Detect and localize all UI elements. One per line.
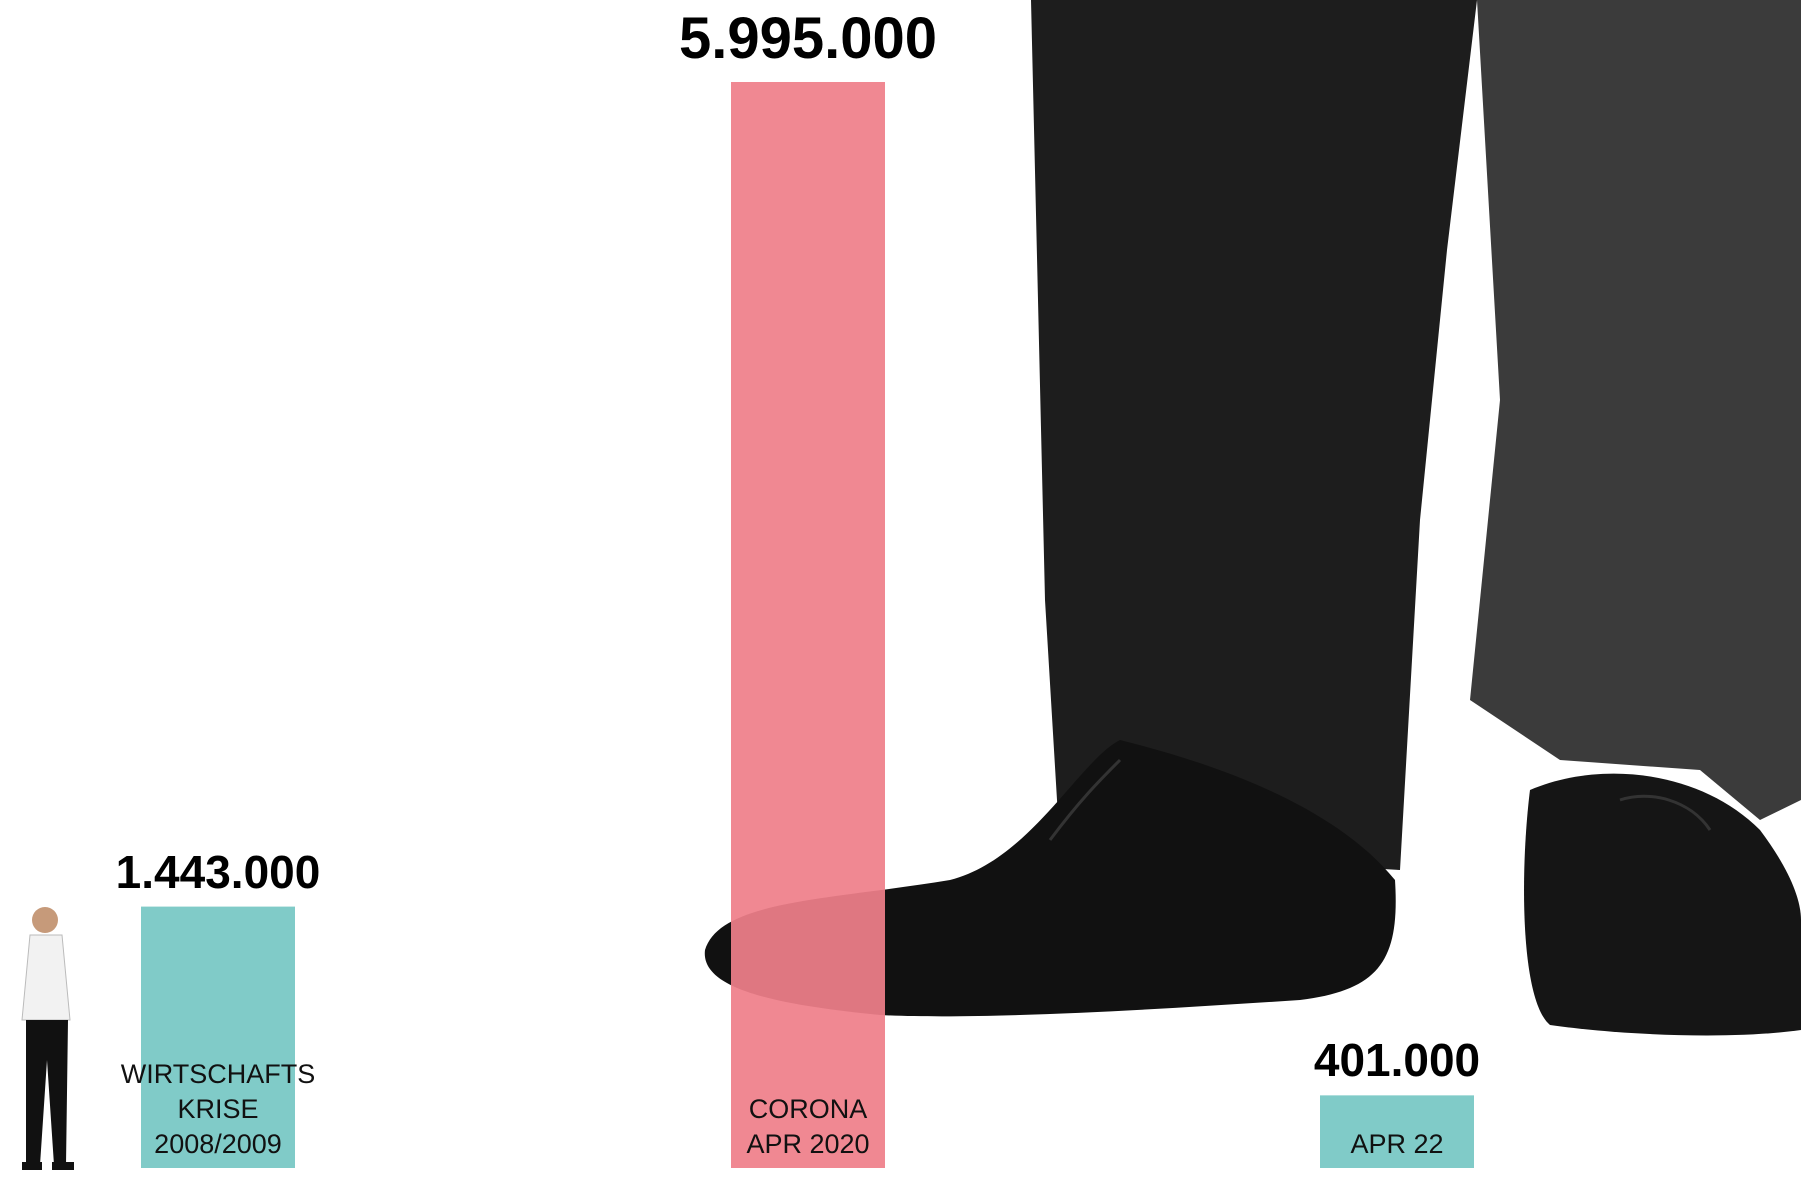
bar	[731, 82, 885, 1168]
category-label: CORONA APR 2020	[746, 1094, 870, 1159]
value-label: 401.000	[1313, 1034, 1481, 1087]
value-label: 1.443.000	[115, 845, 321, 898]
category-label: WIRTSCHAFTS KRISE 2008/2009	[120, 1059, 316, 1159]
bar	[1320, 1095, 1474, 1168]
legs-illustration	[704, 0, 1801, 1036]
category-label: APR 22	[1350, 1129, 1444, 1159]
value-label: 5.995.000	[678, 6, 938, 71]
bar	[141, 906, 295, 1168]
person-illustration	[21, 907, 74, 1170]
